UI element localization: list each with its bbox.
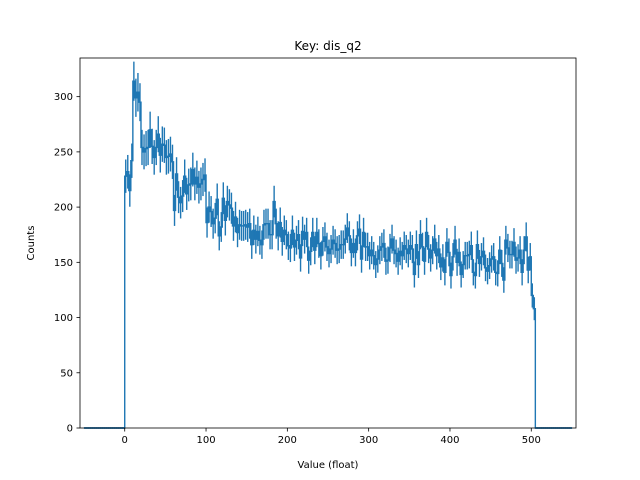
y-tick-label: 200	[54, 203, 73, 214]
y-tick-label: 0	[67, 424, 73, 435]
y-tick-label: 50	[60, 368, 73, 379]
x-tick-label: 500	[522, 435, 541, 446]
x-tick-label: 200	[278, 435, 297, 446]
x-tick-label: 400	[440, 435, 459, 446]
x-tick-label: 100	[196, 435, 215, 446]
y-tick-label: 100	[54, 313, 73, 324]
axes-frame	[79, 57, 577, 429]
x-axis-label: Value (float)	[298, 460, 359, 471]
y-axis-label: Counts	[26, 226, 37, 261]
chart-title: Key: dis_q2	[294, 39, 361, 53]
y-axis: 0 50 100 150 200 250 300	[54, 92, 80, 435]
plot-area	[83, 61, 573, 429]
y-tick-label: 150	[54, 258, 73, 269]
x-tick-label: 0	[122, 435, 128, 446]
x-tick-label: 300	[359, 435, 378, 446]
x-axis: 0 100 200 300 400 500	[122, 428, 541, 446]
y-tick-label: 250	[54, 147, 73, 158]
y-tick-label: 300	[54, 92, 73, 103]
